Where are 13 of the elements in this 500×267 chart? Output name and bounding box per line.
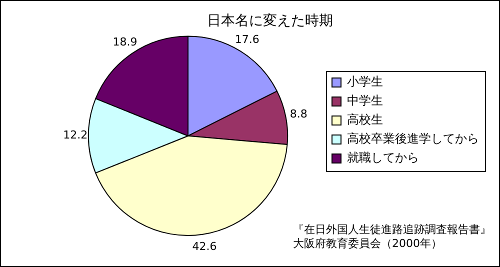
- legend-label: 高校卒業後進学してから: [347, 132, 479, 146]
- text: 大阪府教育委員会（2000年）: [293, 237, 443, 251]
- text: 『在日外国人生徒進路追跡調査報告書』: [293, 223, 491, 237]
- legend-label: 就職してから: [347, 150, 419, 165]
- data-label: 8.8: [290, 108, 308, 121]
- data-label: 12.2: [63, 128, 88, 142]
- data-label: 42.6: [192, 240, 217, 254]
- chart-title: 日本名に変えた時期: [207, 13, 333, 30]
- legend-label: 高校生: [347, 112, 383, 127]
- legend-label: 中学生: [347, 94, 383, 108]
- legend-label: 小学生: [347, 74, 383, 89]
- data-label: 18.9: [112, 35, 138, 48]
- data-label: 17.6: [234, 32, 260, 46]
